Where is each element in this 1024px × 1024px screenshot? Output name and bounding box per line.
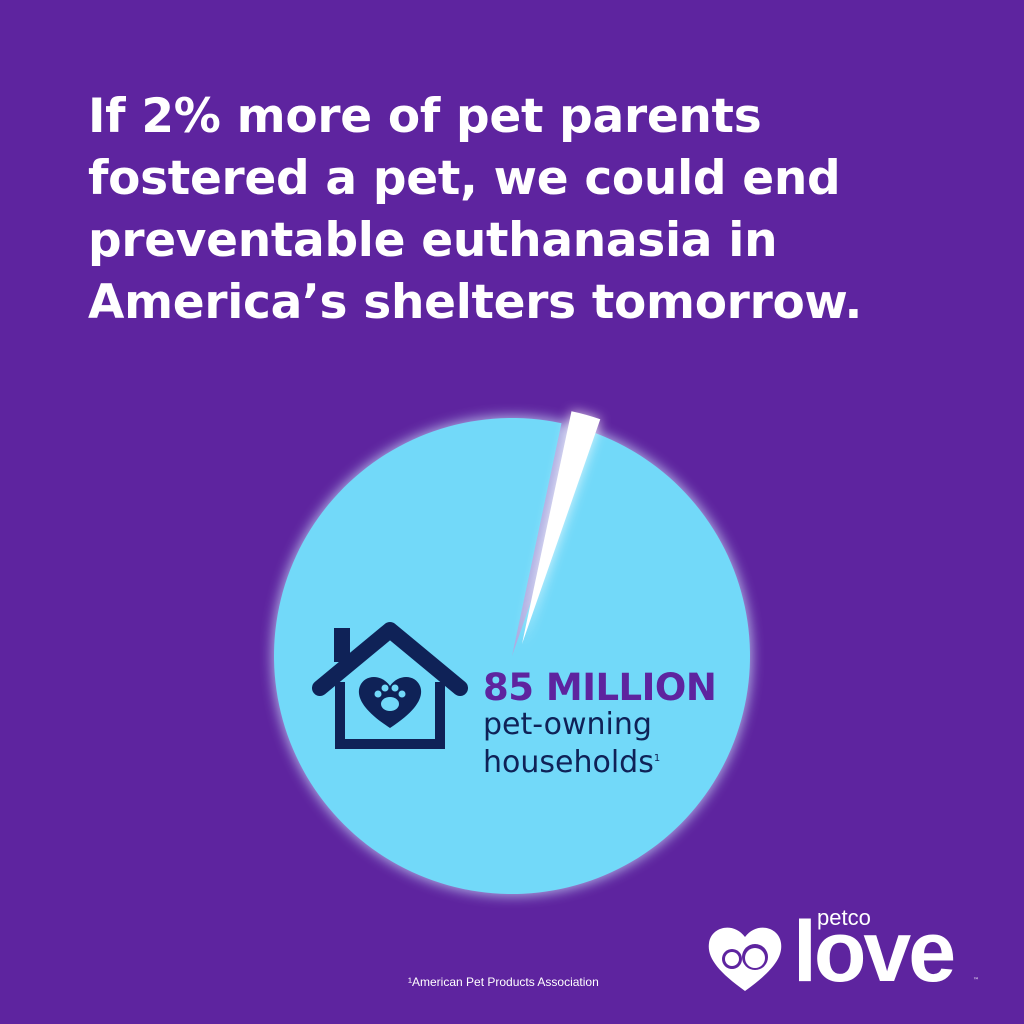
footnote-mark: 1 [653,753,661,764]
petco-love-logo: petco love ™ [705,905,985,995]
headline: If 2% more of pet parents fostered a pet… [88,89,863,330]
footnote: ¹American Pet Products Association [408,975,599,989]
pie-slice-small [522,411,601,644]
heart-cat-dog-icon [708,927,782,991]
stat-block: 85 MILLION pet-owning households1 [483,666,717,780]
logo-love-text: love [793,904,956,1000]
house-with-heart-paw-icon [312,622,468,749]
stat-number: 85 MILLION [483,666,717,709]
logo-petco-text: petco [817,905,871,930]
pie-slice-main [273,418,750,894]
logo-trademark: ™ [973,977,979,984]
stat-label-line2: households [483,745,654,780]
stat-label-line1: pet-owning [483,707,652,742]
